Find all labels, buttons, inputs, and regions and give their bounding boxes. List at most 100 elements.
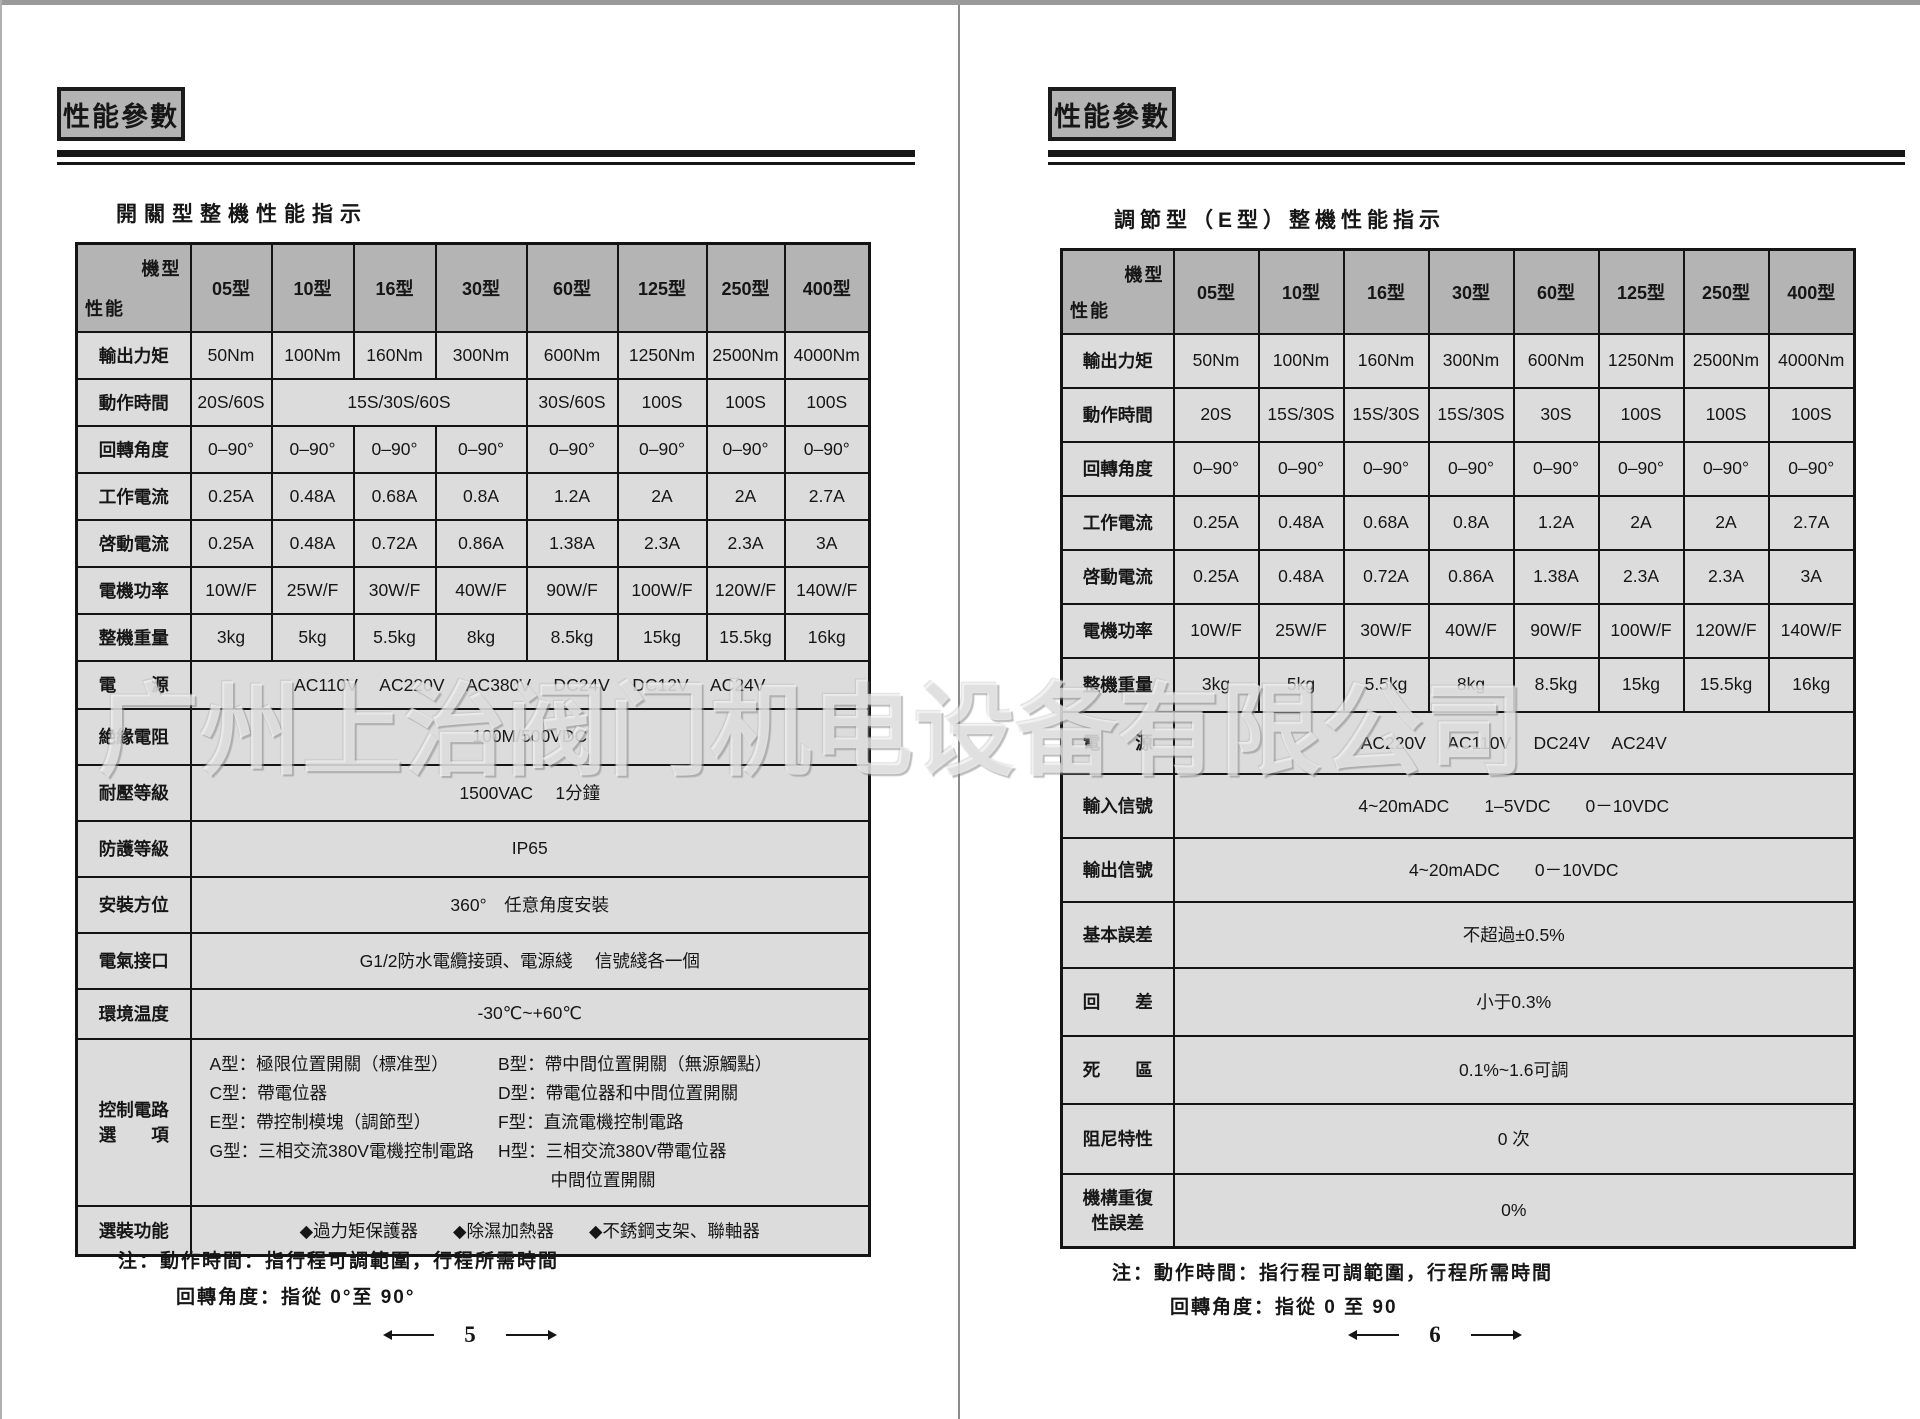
spec-cell: 0.68A [352, 471, 437, 521]
spec-cell: 2500Nm [1682, 332, 1770, 389]
row-label: 環境温度 [75, 987, 192, 1040]
column-header: 05型 [1172, 248, 1260, 335]
spec-cell: 1500VAC 1分鐘 [189, 763, 871, 822]
spec-cell: 600Nm [525, 330, 619, 380]
spec-cell: 100M/500VDC [189, 707, 871, 766]
corner-label-machine-type: 機型 [141, 259, 182, 279]
spec-cell: 100S [1682, 386, 1770, 443]
row-label: 電氣接口 [75, 931, 192, 990]
spec-cell: 0–90° [270, 424, 355, 474]
spec-cell: 0–90° [1512, 440, 1600, 497]
row-label: 輸出信號 [1060, 836, 1175, 903]
spec-cell: 40W/F [1427, 602, 1515, 659]
page-number: 5 [464, 1322, 476, 1347]
table-row: 整機重量 3kg 5kg 5.5kg 8kg 8.5kg 15kg 15.5kg 16kg [1060, 656, 1856, 713]
spec-cell: 0.48A [270, 471, 355, 521]
spec-cell: 8kg [434, 612, 528, 662]
spec-cell: 10W/F [189, 565, 273, 615]
column-header: 05型 [189, 242, 273, 333]
spec-cell: 90W/F [525, 565, 619, 615]
column-header: 16型 [352, 242, 437, 333]
spec-cell: 160Nm [1342, 332, 1430, 389]
spec-cell: 30W/F [352, 565, 437, 615]
spec-cell: 4000Nm [783, 330, 871, 380]
column-header: 125型 [1597, 248, 1685, 335]
spec-cell: 3kg [189, 612, 273, 662]
spec-cell: 0–90° [1767, 440, 1856, 497]
spec-cell: 0 次 [1172, 1102, 1856, 1175]
spec-cell: 5.5kg [1342, 656, 1430, 713]
table-row: 動作時間 20S/60S 15S/30S/60S 30S/60S 100S 100S 100… [75, 377, 871, 427]
column-header: 30型 [1427, 248, 1515, 335]
spec-cell: 0.25A [189, 471, 273, 521]
spec-cell: 0–90° [1427, 440, 1515, 497]
note-right-2: 回轉角度：指從 0 至 90 [1170, 1297, 1398, 1318]
table-row: 耐壓等級 1500VAC 1分鐘 [75, 763, 871, 822]
row-label: 工作電流 [1060, 494, 1175, 551]
spec-cell: 160Nm [352, 330, 437, 380]
row-label: 電 源 [75, 659, 192, 710]
spec-cell: 50Nm [1172, 332, 1260, 389]
spec-cell: 0–90° [434, 424, 528, 474]
spec-table: 機型 性能 05型 10型 16型 30型 60型 125型 250型 400型 輸出力矩 50Nm 1… [1060, 248, 1856, 1249]
table-row: 電機功率 10W/F 25W/F 30W/F 40W/F 90W/F 100W/F 120W/… [75, 565, 871, 615]
table-row: 死 區 0.1%~1.6可調 [1060, 1034, 1856, 1105]
table-row: 回轉角度 0–90° 0–90° 0–90° 0–90° 0–90° 0–90° 0–90° 0… [75, 424, 871, 474]
spec-cell: 50Nm [189, 330, 273, 380]
row-label: 基本誤差 [1060, 900, 1175, 969]
spec-cell: 2A [616, 471, 708, 521]
spec-cell: 0.8A [434, 471, 528, 521]
table-row: 電 源 AC220V AC110V DC24V AC24V [1060, 710, 1856, 775]
spec-cell: 90W/F [1512, 602, 1600, 659]
row-label: 耐壓等級 [75, 763, 192, 822]
spec-cell: 16kg [1767, 656, 1856, 713]
spec-cell: 1.2A [525, 471, 619, 521]
spec-cell: AC220V AC110V DC24V AC24V [1172, 710, 1856, 775]
spec-cell: 600Nm [1512, 332, 1600, 389]
page-divider [958, 5, 960, 1419]
spec-cell: -30℃~+60℃ [189, 987, 871, 1040]
row-label: 整機重量 [75, 612, 192, 662]
spec-cell: 3kg [1172, 656, 1260, 713]
note-left-1: 注：動作時間：指行程可調範圍，行程所需時間 [118, 1251, 560, 1272]
column-header: 60型 [1512, 248, 1600, 335]
row-label: 絶緣電阻 [75, 707, 192, 766]
spec-cell: 1.38A [1512, 548, 1600, 605]
table-row: 輸出信號 4~20mADC 0－10VDC [1060, 836, 1856, 903]
table-row: 安裝方位 360° 任意角度安裝 [75, 875, 871, 934]
spec-cell: 0.48A [1257, 494, 1345, 551]
spec-cell: 1250Nm [616, 330, 708, 380]
spec-cell: 小于0.3% [1172, 966, 1856, 1037]
spec-cell: 100S [783, 377, 871, 427]
spec-cell: 100S [705, 377, 786, 427]
column-header: 10型 [1257, 248, 1345, 335]
spec-cell: 2.7A [1767, 494, 1856, 551]
table-row: 電機功率 10W/F 25W/F 30W/F 40W/F 90W/F 100W/F 120W/… [1060, 602, 1856, 659]
row-label: 輸入信號 [1060, 772, 1175, 839]
spec-cell: 1.2A [1512, 494, 1600, 551]
table-row: 工作電流 0.25A 0.48A 0.68A 0.8A 1.2A 2A 2A 2.7A [1060, 494, 1856, 551]
spec-cell: 0–90° [616, 424, 708, 474]
table-row: 工作電流 0.25A 0.48A 0.68A 0.8A 1.2A 2A 2A 2.7A [75, 471, 871, 521]
spec-cell: 4~20mADC 1–5VDC 0－10VDC [1172, 772, 1856, 839]
spec-cell: 25W/F [270, 565, 355, 615]
spec-cell: 100S [616, 377, 708, 427]
spec-cell: 0–90° [1682, 440, 1770, 497]
spec-cell: 16kg [783, 612, 871, 662]
spec-cell: 140W/F [1767, 602, 1856, 659]
spec-cell: 300Nm [434, 330, 528, 380]
table-row: 輸入信號 4~20mADC 1–5VDC 0－10VDC [1060, 772, 1856, 839]
row-label: 機構重復 性誤差 [1060, 1172, 1175, 1249]
spec-cell: 100S [1597, 386, 1685, 443]
table-row: 回轉角度 0–90° 0–90° 0–90° 0–90° 0–90° 0–90° 0–90° 0… [1060, 440, 1856, 497]
spec-cell: 15.5kg [705, 612, 786, 662]
row-label: 死 區 [1060, 1034, 1175, 1105]
row-label: 輸出力矩 [75, 330, 192, 380]
column-header: 16型 [1342, 248, 1430, 335]
spec-cell: 300Nm [1427, 332, 1515, 389]
spec-cell: ◆過力矩保護器 ◆除濕加熱器 ◆不銹鋼支架、聯軸器 [189, 1204, 871, 1257]
page-marker-right: 6 [1295, 1320, 1575, 1350]
row-label: 回 差 [1060, 966, 1175, 1037]
spec-cell: 120W/F [705, 565, 786, 615]
